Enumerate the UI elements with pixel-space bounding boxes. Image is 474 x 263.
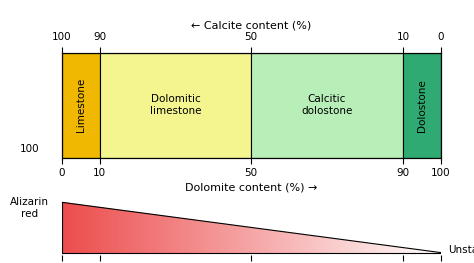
X-axis label: ← Calcite content (%): ← Calcite content (%) bbox=[191, 20, 311, 30]
Text: Dolomitic
limestone: Dolomitic limestone bbox=[150, 94, 201, 116]
Text: Limestone: Limestone bbox=[75, 78, 86, 132]
Bar bbox=[403, 53, 441, 158]
Text: Alizarin
red: Alizarin red bbox=[10, 197, 49, 219]
Text: Dolostone: Dolostone bbox=[417, 79, 427, 132]
Text: 100: 100 bbox=[19, 144, 39, 154]
Bar bbox=[251, 53, 403, 158]
Text: Unstained: Unstained bbox=[448, 245, 474, 255]
Text: Calcitic
dolostone: Calcitic dolostone bbox=[301, 94, 353, 116]
Bar bbox=[100, 53, 251, 158]
X-axis label: Dolomite content (%) →: Dolomite content (%) → bbox=[185, 182, 318, 192]
Bar bbox=[62, 53, 100, 158]
